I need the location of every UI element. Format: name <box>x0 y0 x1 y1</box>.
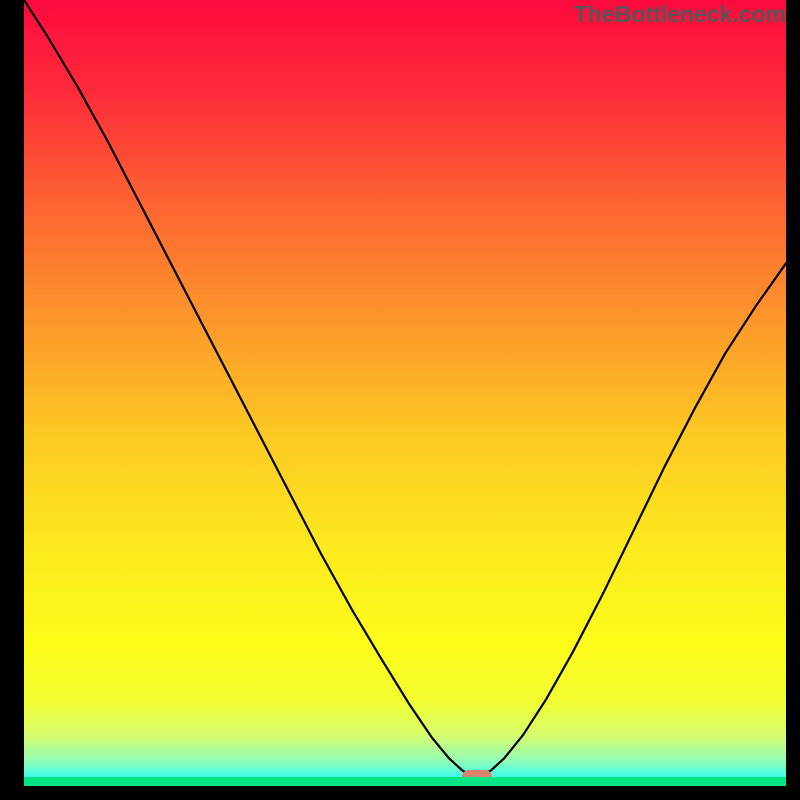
watermark-label: TheBottleneck.com <box>574 1 786 28</box>
bottom-strip <box>24 777 786 786</box>
bottleneck-curve <box>24 0 786 786</box>
